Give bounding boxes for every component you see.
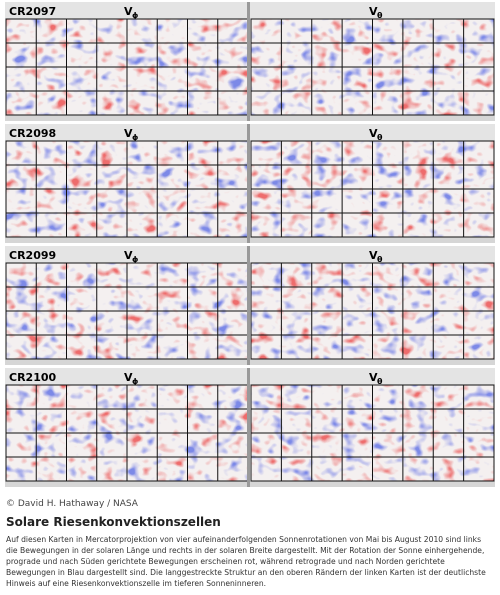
- map-subscript: θ: [377, 133, 383, 142]
- map-border: [250, 384, 495, 482]
- map-grid: [251, 263, 494, 359]
- map-grid: [6, 263, 248, 359]
- caption-title: Solare Riesenkonvektionszellen: [6, 515, 221, 529]
- map-symbol: V: [124, 5, 133, 18]
- rotation-label: CR2097: [9, 5, 56, 18]
- map-border: [250, 18, 495, 116]
- map-subscript: θ: [377, 377, 383, 386]
- caption-text: Auf diesen Karten in Mercatorprojektion …: [6, 535, 486, 588]
- map-grid: [6, 141, 248, 237]
- map-subscript: ϕ: [132, 377, 138, 386]
- map-symbol: V: [369, 5, 378, 18]
- map-grid: [6, 385, 248, 481]
- map-symbol: V: [124, 371, 133, 384]
- map-border: [250, 140, 495, 238]
- rotation-label: CR2099: [9, 249, 56, 262]
- map-grid: [6, 19, 248, 115]
- map-border: [250, 262, 495, 360]
- credit: © David H. Hathaway / NASA: [6, 499, 138, 509]
- map-subscript: ϕ: [132, 255, 138, 264]
- rotation-label: CR2100: [9, 371, 57, 384]
- map-grid: [251, 385, 494, 481]
- map-subscript: ϕ: [132, 133, 138, 142]
- map-symbol: V: [124, 249, 133, 262]
- map-grid: [251, 141, 494, 237]
- rotation-label: CR2098: [9, 127, 56, 140]
- map-subscript: θ: [377, 11, 383, 20]
- map-subscript: θ: [377, 255, 383, 264]
- map-symbol: V: [369, 249, 378, 262]
- map-subscript: ϕ: [132, 11, 138, 20]
- map-grid: [251, 19, 494, 115]
- map-symbol: V: [369, 127, 378, 140]
- map-symbol: V: [369, 371, 378, 384]
- map-symbol: V: [124, 127, 133, 140]
